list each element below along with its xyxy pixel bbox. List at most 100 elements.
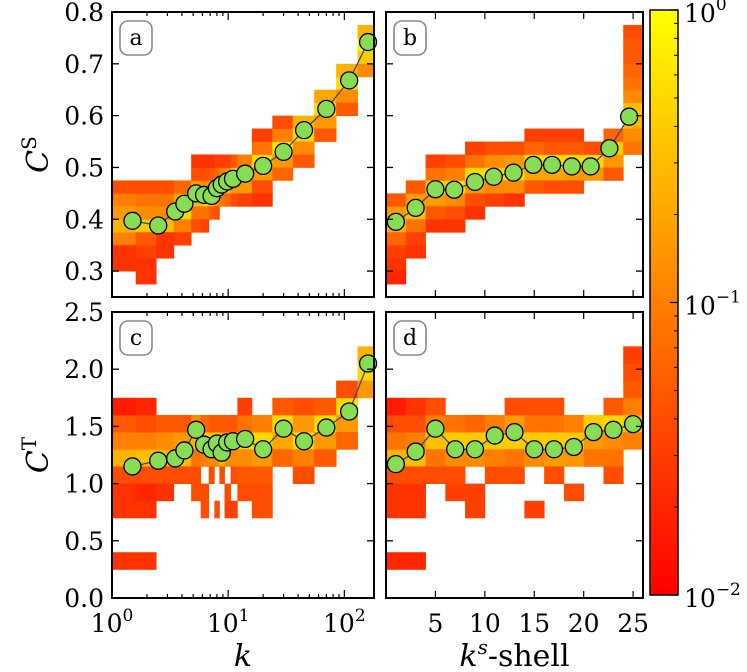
heatmap-cell: [191, 466, 202, 484]
heatmap-cell: [173, 219, 192, 233]
data-point: [294, 120, 314, 140]
heatmap-cell: [191, 206, 202, 220]
data-point: [274, 419, 293, 438]
heatmap-cell: [112, 397, 137, 416]
heatmap-cell: [156, 432, 175, 450]
heatmap-cell: [445, 206, 466, 220]
data-point: [524, 155, 543, 175]
data-point: [562, 157, 581, 176]
heatmap-cell: [357, 380, 374, 399]
heatmap-cell: [135, 258, 157, 272]
heatmap-cell: [112, 232, 137, 246]
data-point: [426, 180, 445, 199]
data-point: [465, 172, 485, 192]
heatmap-cell: [425, 449, 446, 467]
heatmap-cell: [200, 483, 210, 502]
heatmap-cell: [603, 466, 624, 484]
data-point: [406, 198, 425, 218]
heatmap-cell: [219, 414, 225, 433]
heatmap-cell: [135, 271, 157, 285]
heatmap-cell: [208, 167, 215, 181]
heatmap-cell: [445, 414, 466, 433]
data-point: [149, 216, 168, 235]
heatmap-cell: [135, 193, 157, 207]
data-point: [123, 457, 142, 476]
data-point: [253, 440, 273, 459]
heatmap-cell: [224, 414, 232, 433]
heatmap-cell: [230, 414, 238, 433]
data-point: [235, 164, 255, 183]
heatmap-cell: [484, 154, 506, 168]
heatmap-cell: [524, 397, 545, 416]
y-tick-label: 0.8: [64, 0, 104, 27]
heatmap-cell: [314, 115, 337, 129]
heatmap-cell: [336, 432, 358, 450]
heatmap-cell: [425, 432, 446, 450]
heatmap-cell: [623, 128, 643, 142]
heatmap-cell: [191, 167, 202, 181]
heatmap-cell: [230, 466, 238, 484]
heatmap-cell: [386, 193, 407, 207]
panel-a: 0.3 0.4 0.5 0.6 0.7 0.8 a CS: [17, 0, 378, 298]
heatmap-cell: [135, 245, 157, 259]
heatmap-cell: [405, 245, 426, 259]
heatmap-cell: [544, 128, 565, 142]
data-point: [274, 142, 293, 162]
x-axis-label: k: [234, 639, 252, 672]
data-point: [253, 156, 273, 176]
x-tick-label: 15: [518, 609, 550, 638]
heatmap-cell: [135, 397, 157, 416]
y-tick-label: 1.0: [64, 470, 104, 499]
heatmap-cell: [237, 414, 253, 433]
heatmap-cell: [135, 180, 157, 194]
heatmap-cell: [623, 63, 643, 78]
heatmap-cell: [200, 500, 210, 519]
heatmap-cell: [544, 466, 565, 484]
heatmap-cell: [465, 193, 486, 207]
heatmap-cell: [484, 193, 506, 207]
heatmap-cell: [544, 397, 565, 416]
heatmap-cell: [292, 414, 315, 433]
heatmap-cell: [623, 89, 643, 104]
heatmap-cell: [623, 76, 643, 91]
data-point: [445, 180, 464, 199]
y-tick-label: 0.7: [64, 50, 104, 79]
heatmap-cell: [173, 180, 192, 194]
heatmap-cell: [465, 500, 486, 519]
panel-tag-box: [393, 20, 427, 56]
heatmap-cell: [112, 245, 137, 259]
panel-tag-label: b: [403, 26, 417, 51]
plot-frame-d: [385, 311, 644, 599]
heatmap-cell: [200, 219, 210, 233]
data-point: [340, 71, 359, 90]
heatmap-cell: [425, 167, 446, 181]
heatmap-a: [112, 24, 374, 285]
data-point: [406, 442, 425, 461]
heatmap-cell: [425, 466, 446, 484]
data-point: [600, 139, 619, 158]
heatmap-cell: [314, 128, 337, 142]
heatmap-cell: [465, 206, 486, 220]
heatmap-cell: [208, 466, 215, 484]
plot-frame-b: [385, 11, 644, 298]
data-point: [446, 440, 465, 459]
heatmap-cell: [623, 380, 643, 399]
heatmap-cell: [465, 483, 486, 502]
heatmap-cell: [191, 449, 202, 467]
heatmap-cell: [544, 180, 565, 194]
y-tick-label: 2.5: [64, 298, 104, 327]
heatmap-cell: [405, 414, 426, 433]
heatmap-cell: [563, 180, 585, 194]
heatmap-cell: [445, 154, 466, 168]
heatmap-cell: [200, 206, 210, 220]
y-axis-label: CS: [17, 136, 56, 173]
heatmap-cell: [224, 154, 232, 168]
heatmap-cell: [214, 167, 220, 181]
heatmap-cell: [230, 154, 238, 168]
data-point: [485, 426, 504, 445]
heatmap-cell: [425, 206, 446, 220]
heatmap-cell: [237, 154, 253, 168]
y-tick-label: 0.3: [64, 257, 104, 286]
heatmap-cell: [524, 500, 545, 519]
